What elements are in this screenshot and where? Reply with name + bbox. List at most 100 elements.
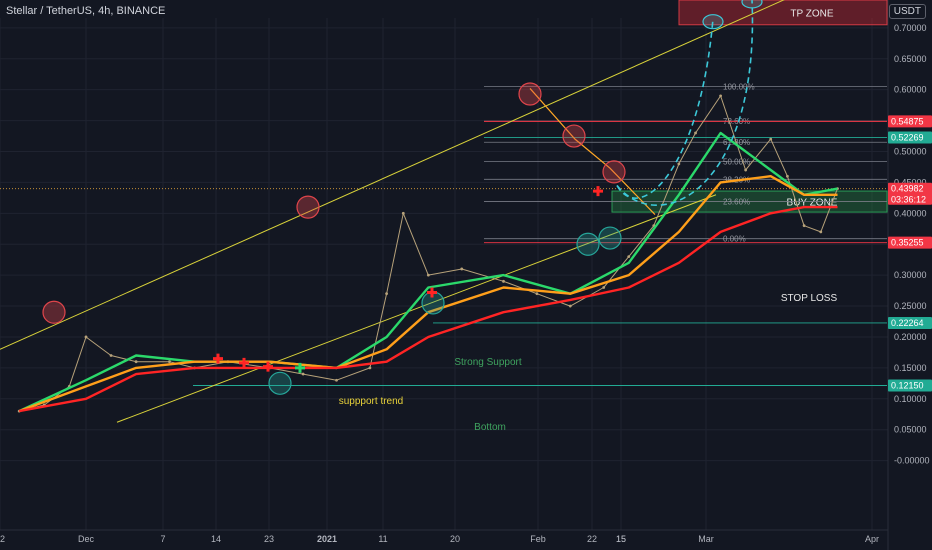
chart-title: Stellar / TetherUS, 4h, BINANCE — [6, 5, 166, 17]
price-tag-1: 0.52269 — [891, 132, 924, 142]
fib-label-7: 0.00% — [723, 235, 746, 244]
price-point-19 — [568, 304, 572, 308]
y-tick-label-0: 0.75000 — [894, 0, 927, 2]
y-tick-label-10: 0.25000 — [894, 301, 927, 311]
x-tick-label-6: 20 — [450, 534, 460, 544]
price-tag-4: 0.22264 — [891, 318, 924, 328]
y-tick-label-3: 0.60000 — [894, 85, 927, 95]
currency-button[interactable]: USDT — [888, 4, 926, 19]
price-point-14 — [401, 211, 405, 215]
fib-label-1: 100.00% — [723, 83, 755, 92]
y-tick-label-2: 0.65000 — [894, 54, 927, 64]
series — [17, 94, 839, 413]
price-point-28 — [786, 174, 789, 178]
x-tick-label-13: 12 — [0, 534, 5, 544]
price-point-12 — [368, 366, 372, 370]
price-tag-bg-2 — [888, 182, 932, 205]
price-point-24 — [694, 131, 697, 135]
tp-zone-box — [678, 0, 888, 26]
price-point-15 — [426, 273, 430, 277]
top-circle-2 — [518, 82, 542, 106]
y-tick-label-9: 0.30000 — [894, 270, 927, 280]
trend-channel — [0, 0, 785, 423]
support-circle-0 — [268, 371, 292, 395]
projection-curve-2 — [616, 0, 754, 207]
signal-cross-1 — [239, 357, 249, 368]
annotations-shapes — [42, 0, 763, 395]
price-point-30 — [819, 230, 823, 234]
price-tag-0: 0.54875 — [891, 116, 924, 126]
top-circle-3 — [562, 124, 586, 148]
x-tick-label-8: 15 — [616, 534, 626, 544]
price-point-17 — [502, 279, 505, 283]
price-tag-bg-1 — [888, 131, 932, 144]
y-tick-label-13: 0.10000 — [894, 394, 927, 404]
x-tick-label-10: Mar — [698, 534, 714, 544]
x-tick-label-2: 14 — [211, 534, 221, 544]
price-point-5 — [134, 360, 138, 364]
price-point-20 — [602, 286, 606, 289]
support-circle-3 — [598, 226, 622, 250]
x-tick-label-7: Feb — [530, 534, 546, 544]
buy-zone-label: BUY ZONE — [787, 198, 838, 209]
price-tag-bg-0 — [888, 115, 932, 128]
signal-cross-green — [295, 362, 305, 373]
price-point-13 — [385, 292, 388, 296]
tp-zone-label: TP ZONE — [790, 8, 833, 19]
y-tick-label-11: 0.20000 — [894, 332, 927, 342]
price-point-4 — [109, 354, 113, 357]
x-tick-label-12: Apr — [865, 534, 879, 544]
series-line-ma-fast — [18, 131, 838, 413]
price-point-16 — [460, 267, 464, 271]
price-point-25 — [719, 94, 722, 98]
price-tag-bg-4 — [888, 316, 932, 329]
series-line-ma-mid — [18, 174, 838, 413]
downtrend-line — [529, 88, 656, 215]
support-circle-2 — [576, 232, 600, 256]
signal-cross-3 — [427, 287, 437, 298]
fib-label-4: 50.00% — [723, 157, 750, 166]
stop-loss-label: STOP LOSS — [781, 293, 838, 304]
price-point-27 — [769, 137, 773, 141]
y-tick-label-6: 0.45000 — [894, 177, 927, 187]
price-tag-3: 0.35255 — [891, 238, 924, 248]
top-circle-4 — [602, 160, 626, 184]
y-tick-label-7: 0.40000 — [894, 208, 927, 218]
series-line-price — [19, 95, 838, 412]
price-point-18 — [535, 292, 539, 296]
price-tag-5: 0.12150 — [891, 380, 924, 390]
top-circle-1 — [296, 195, 320, 219]
y-tick-label-5: 0.50000 — [894, 147, 927, 157]
price-point-3 — [84, 335, 88, 339]
top-circle-0 — [42, 300, 66, 324]
price-tag-bg-3 — [888, 236, 932, 249]
annotation-strong-support: Strong Support — [454, 357, 521, 368]
price-point-6 — [168, 360, 171, 364]
x-tick-label-5: 11 — [378, 534, 387, 544]
tp-bubble-1 — [702, 14, 724, 30]
signal-cross-2 — [263, 361, 273, 372]
y-tick-label-1: 0.70000 — [894, 23, 927, 33]
signal-cross-0 — [213, 353, 223, 364]
y-tick-label-15: -0.00000 — [894, 456, 930, 466]
annotation-bottom: Bottom — [474, 422, 506, 433]
fib-label-6: 23.60% — [723, 198, 750, 207]
x-tick-label-1: 7 — [160, 534, 165, 544]
x-tick-label-4: 2021 — [317, 534, 337, 544]
series-line-ma-slow — [18, 205, 838, 413]
x-tick-label-3: 23 — [264, 534, 274, 544]
channel-lower-line — [116, 194, 717, 423]
annotation-text: Strong Support suppport trend Bottom — [339, 357, 522, 433]
price-point-21 — [627, 255, 631, 258]
price-tag-2: 0.43982 — [891, 184, 924, 194]
price-tag-countdown: 03:36:12 — [891, 195, 926, 205]
price-point-10 — [301, 372, 305, 376]
channel-upper-line — [0, 0, 785, 350]
y-tick-label-12: 0.15000 — [894, 363, 927, 373]
price-tag-bg-5 — [888, 379, 932, 392]
grid — [0, 18, 888, 530]
horizontal-lines — [0, 120, 887, 386]
price-point-11 — [335, 378, 338, 382]
